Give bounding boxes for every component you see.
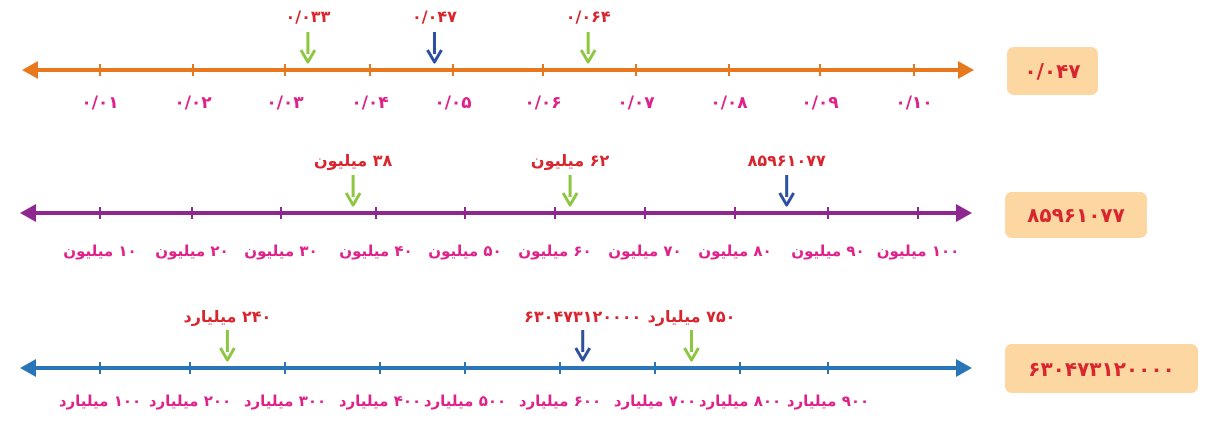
line-billion-tick-label: ۴۰۰ میلیارد (339, 392, 421, 410)
line-million-tick-label: ۸۰ میلیون (698, 242, 771, 260)
line-billion-marker-arrowhead (574, 347, 592, 362)
line-decimal-marker-label: ۰/۰۴۷ (412, 7, 457, 26)
line-decimal-tick-label: ۰/۰۶ (524, 93, 561, 113)
line-decimal-tick-label: ۰/۰۹ (801, 93, 839, 113)
line-decimal-marker-arrowhead (299, 49, 317, 64)
line-million-marker-arrowhead (344, 192, 362, 207)
line-million-tick-label: ۳۰ میلیون (244, 242, 317, 260)
line-decimal-tick-label: ۰/۰۷ (617, 93, 655, 113)
value-box-decimal: ۰/۰۴۷ (1007, 47, 1098, 95)
line-billion-marker-arrowhead (683, 347, 700, 362)
line-million-marker-arrowhead (778, 192, 795, 207)
line-decimal-marker-label: ۰/۰۶۴ (566, 7, 611, 26)
line-billion-tick-label: ۸۰۰ میلیارد (699, 392, 781, 410)
line-billion-marker-label: ۷۵۰ میلیارد (648, 307, 736, 326)
line-decimal-tick-label: ۰/۰۸ (710, 93, 748, 113)
line-million-marker-label: ۸۵۹۶۱۰۷۷ (748, 151, 826, 170)
line-million-tick-label: ۱۰۰ میلیون (877, 242, 960, 260)
line-decimal-left-arrowhead (22, 61, 38, 79)
line-billion-tick-label: ۱۰۰ میلیارد (59, 392, 141, 410)
line-decimal-tick-label: ۰/۰۳ (266, 93, 304, 113)
line-billion-tick-label: ۳۰۰ میلیارد (244, 392, 326, 410)
line-decimal-tick-label: ۰/۱۰ (895, 93, 932, 113)
line-million-tick-label: ۴۰ میلیون (339, 242, 412, 260)
line-million-right-arrowhead (956, 204, 972, 222)
line-decimal-tick-label: ۰/۰۲ (174, 93, 212, 113)
line-billion-tick-label: ۶۰۰ میلیارد (519, 392, 601, 410)
line-million-left-arrowhead (20, 204, 36, 222)
line-billion-tick-label: ۷۰۰ میلیارد (614, 392, 696, 410)
line-billion-marker-arrowhead (219, 347, 236, 362)
line-million-tick-label: ۱۰ میلیون (63, 242, 136, 260)
line-billion-marker-label: ۶۳۰۴۷۳۱۲۰۰۰۰ (524, 307, 641, 326)
line-decimal-right-arrowhead (958, 61, 974, 79)
line-million-marker-arrowhead (561, 192, 579, 207)
line-million-tick-label: ۲۰ میلیون (155, 242, 228, 260)
line-billion-left-arrowhead (20, 359, 36, 377)
line-decimal-marker-arrowhead (579, 49, 597, 64)
line-million-tick-label: ۹۰ میلیون (791, 242, 864, 260)
line-decimal-tick-label: ۰/۰۱ (81, 93, 118, 113)
line-decimal-marker-arrowhead (426, 49, 443, 64)
line-billion-right-arrowhead (956, 359, 972, 377)
line-million-tick-label: ۶۰ میلیون (518, 242, 591, 260)
line-billion-marker-label: ۲۴۰ میلیارد (184, 307, 272, 326)
line-billion-tick-label: ۲۰۰ میلیارد (149, 392, 231, 410)
line-decimal-tick-label: ۰/۰۵ (434, 93, 471, 113)
line-billion-tick-label: ۹۰۰ میلیارد (787, 392, 869, 410)
value-box-billion: ۶۳۰۴۷۳۱۲۰۰۰۰ (1005, 344, 1198, 393)
line-million-marker-label: ۳۸ میلیون (314, 151, 393, 170)
line-million-marker-label: ۶۲ میلیون (531, 151, 610, 170)
line-billion-tick-label: ۵۰۰ میلیارد (424, 392, 506, 410)
line-million-tick-label: ۵۰ میلیون (428, 242, 501, 260)
line-decimal-tick-label: ۰/۰۴ (351, 93, 388, 113)
line-million-tick-label: ۷۰ میلیون (608, 242, 681, 260)
line-decimal-marker-label: ۰/۰۳۳ (285, 7, 330, 26)
value-box-million: ۸۵۹۶۱۰۷۷ (1005, 192, 1147, 238)
